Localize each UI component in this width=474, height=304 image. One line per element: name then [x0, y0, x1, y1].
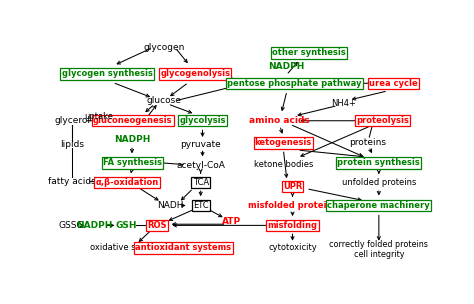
Text: other synthesis: other synthesis: [272, 48, 346, 57]
Text: NH4+: NH4+: [331, 99, 356, 108]
Text: urea cycle: urea cycle: [369, 79, 418, 88]
Text: glycolysis: glycolysis: [179, 116, 226, 125]
Text: proteolysis: proteolysis: [356, 116, 409, 125]
Text: lipids: lipids: [60, 140, 84, 149]
Text: ketone bodies: ketone bodies: [254, 160, 313, 168]
Text: gluconeogenesis: gluconeogenesis: [93, 116, 173, 125]
Text: TCA: TCA: [192, 178, 209, 187]
Text: α,β-oxidation: α,β-oxidation: [96, 178, 159, 187]
Text: glycerol: glycerol: [54, 116, 90, 125]
Text: NADH: NADH: [157, 201, 183, 210]
Text: NADPH: NADPH: [76, 221, 112, 230]
Text: cytotoxicity: cytotoxicity: [268, 244, 317, 252]
Text: UPR: UPR: [283, 182, 302, 191]
Text: NADPH: NADPH: [268, 62, 304, 71]
Text: glycogenolysis: glycogenolysis: [160, 69, 230, 78]
Text: antioxidant systems: antioxidant systems: [136, 244, 231, 252]
Text: misfolded proteins: misfolded proteins: [248, 201, 337, 210]
Text: GSH: GSH: [116, 221, 137, 230]
Text: fatty acids: fatty acids: [48, 177, 96, 186]
Text: ETC: ETC: [193, 201, 209, 210]
Text: oxidative stress: oxidative stress: [91, 244, 157, 252]
Text: uptake: uptake: [84, 112, 113, 121]
Text: proteins: proteins: [349, 139, 386, 147]
Text: unfolded proteins: unfolded proteins: [342, 178, 416, 187]
Text: glucose: glucose: [146, 96, 182, 105]
Text: protein synthesis: protein synthesis: [337, 158, 420, 168]
Text: misfolding: misfolding: [267, 221, 318, 230]
Text: FA synthesis: FA synthesis: [103, 158, 162, 168]
Text: ATP: ATP: [222, 217, 241, 226]
Text: pyruvate: pyruvate: [180, 140, 221, 149]
Text: GSSG: GSSG: [58, 221, 84, 230]
Text: chaperone machinery: chaperone machinery: [328, 201, 430, 210]
Text: NADPH: NADPH: [114, 135, 150, 144]
Text: glycogen: glycogen: [143, 43, 185, 52]
Text: correctly folded proteins
cell integrity: correctly folded proteins cell integrity: [329, 240, 428, 259]
Text: ROS: ROS: [147, 221, 166, 230]
Text: pentose phosphate pathway: pentose phosphate pathway: [227, 79, 362, 88]
Text: glycogen synthesis: glycogen synthesis: [62, 69, 153, 78]
Text: ketogenesis: ketogenesis: [255, 139, 312, 147]
Text: amino acids: amino acids: [249, 116, 310, 125]
Text: acetyl-CoA: acetyl-CoA: [176, 161, 225, 170]
